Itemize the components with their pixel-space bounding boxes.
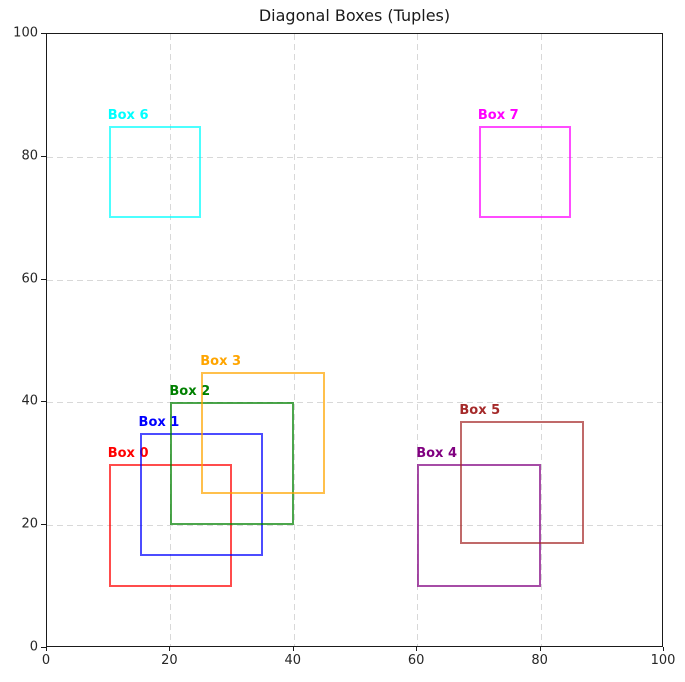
box-rect (201, 371, 325, 495)
box-rect (478, 126, 572, 219)
horizontal-gridline (47, 156, 662, 158)
y-axis-tick-label: 100 (13, 25, 38, 41)
x-axis-tick (169, 647, 171, 651)
box-rect (108, 126, 202, 219)
y-axis-tick (41, 401, 46, 403)
horizontal-gridline (47, 525, 662, 527)
x-axis-tick (46, 647, 47, 651)
horizontal-gridline (47, 279, 662, 281)
y-axis-tick (41, 647, 46, 648)
box-label: Box 4 (416, 445, 457, 461)
box-rect (460, 420, 584, 544)
chart-title: Diagonal Boxes (Tuples) (258, 6, 451, 25)
box-label: Box 3 (200, 353, 242, 369)
x-axis-tick-label: 60 (407, 653, 425, 668)
box-label: Box 0 (107, 445, 149, 461)
box-rect (139, 433, 263, 556)
horizontal-gridline (47, 402, 662, 404)
x-axis-tick-label: 100 (650, 653, 676, 668)
vertical-gridline (540, 34, 542, 646)
box-label: Box 7 (477, 108, 519, 124)
box-label: Box 2 (169, 384, 211, 400)
x-axis-tick-label: 80 (531, 653, 548, 668)
box-label: Box 1 (138, 415, 180, 431)
y-axis-tick (41, 278, 46, 280)
box-rect (417, 463, 541, 587)
y-axis-tick-label: 60 (21, 271, 38, 287)
box-rect (108, 463, 233, 587)
y-axis-tick-label: 40 (21, 393, 38, 409)
x-axis-tick (292, 647, 294, 651)
x-axis-tick-label: 40 (284, 653, 302, 668)
vertical-gridline (417, 34, 419, 646)
vertical-gridline (170, 34, 172, 646)
x-axis-tick (539, 647, 541, 651)
plot-area: Box 0 Box 1 Box 2 Box 3 Box 4 Box 5 Box 6 Box 7 (46, 33, 663, 647)
y-axis-tick-label: 80 (21, 148, 38, 164)
box-rect (170, 402, 294, 526)
vertical-gridline (293, 34, 295, 646)
y-axis-tick-label: 0 (29, 639, 38, 655)
x-axis-tick-label: 20 (161, 653, 178, 668)
x-axis-tick-label: 0 (41, 653, 51, 668)
y-axis-tick (41, 524, 46, 526)
x-axis-tick (663, 647, 664, 651)
box-label: Box 5 (459, 402, 501, 418)
y-axis-tick (41, 33, 46, 34)
y-axis-tick (41, 155, 46, 157)
y-axis-tick-label: 20 (21, 516, 38, 532)
box-label: Box 6 (107, 108, 149, 124)
x-axis-tick (416, 647, 418, 651)
